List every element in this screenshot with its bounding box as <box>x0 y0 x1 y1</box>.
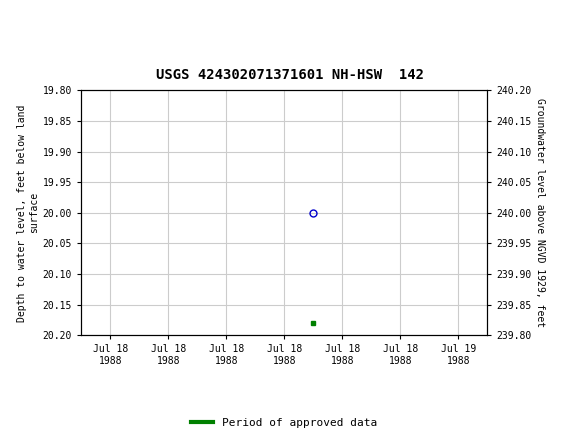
Y-axis label: Groundwater level above NGVD 1929, feet: Groundwater level above NGVD 1929, feet <box>535 98 545 327</box>
Legend: Period of approved data: Period of approved data <box>187 414 382 430</box>
Y-axis label: Depth to water level, feet below land
surface: Depth to water level, feet below land su… <box>17 104 39 322</box>
Text: ≡USGS: ≡USGS <box>12 9 57 24</box>
Text: USGS 424302071371601 NH-HSW  142: USGS 424302071371601 NH-HSW 142 <box>156 68 424 82</box>
